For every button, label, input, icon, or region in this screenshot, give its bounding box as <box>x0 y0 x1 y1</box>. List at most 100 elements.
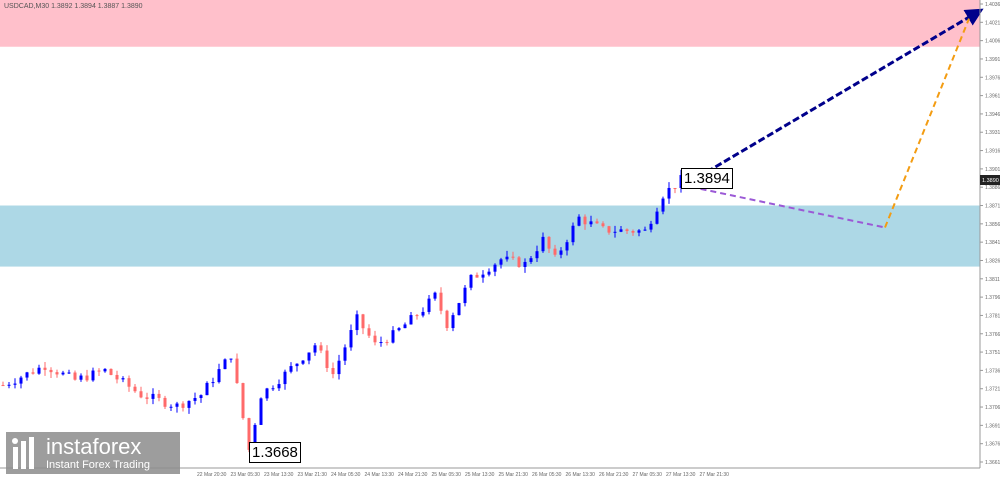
x-tick-label: 26 Mar 05:30 <box>532 472 562 478</box>
candle-body <box>109 368 113 375</box>
candle-body <box>175 403 179 407</box>
candle-body <box>187 400 191 408</box>
candle-body <box>241 383 245 419</box>
symbol-header: USDCAD,M30 1.3892 1.3894 1.3887 1.3890 <box>4 3 143 10</box>
y-tick-label: 1.3736 <box>985 368 1000 374</box>
y-tick-label: 1.3946 <box>985 112 1000 118</box>
low-label: 1.3668 <box>249 442 301 463</box>
candle-body <box>181 403 185 408</box>
candle-body <box>133 386 137 392</box>
candle-body <box>67 372 71 374</box>
logo-tagline: Instant Forex Trading <box>46 459 150 471</box>
candle-body <box>427 298 431 312</box>
candle-body <box>463 287 467 304</box>
candle-body <box>643 229 647 231</box>
candle-body <box>145 397 149 399</box>
candle-body <box>451 315 455 329</box>
candle-body <box>535 251 539 259</box>
candle-body <box>547 236 551 249</box>
candle-body <box>655 211 659 224</box>
candle-body <box>1 385 5 387</box>
candle-body <box>433 292 437 299</box>
y-tick-label: 1.3811 <box>985 277 1000 283</box>
candle-body <box>265 388 269 399</box>
candle-body <box>253 424 257 450</box>
candle-body <box>661 198 665 212</box>
candle-body <box>481 274 485 278</box>
x-tick-label: 23 Mar 21:30 <box>298 472 328 478</box>
y-tick-label: 1.3871 <box>985 204 1000 210</box>
main-forecast-line <box>680 8 984 189</box>
candle-body <box>283 371 287 385</box>
candle-body <box>229 358 233 360</box>
candle-body <box>583 216 587 225</box>
candle-body <box>115 374 119 380</box>
candle-body <box>271 388 275 390</box>
candle-body <box>559 250 563 255</box>
candle-body <box>367 328 371 336</box>
candle-body <box>295 363 299 367</box>
candle-body <box>211 382 215 384</box>
instaforex-logo: instaforex Instant Forex Trading <box>6 432 180 474</box>
candle-body <box>43 367 47 370</box>
candle-body <box>85 375 89 381</box>
candle-body <box>673 187 677 189</box>
candle-body <box>223 359 227 370</box>
y-tick-label: 1.3691 <box>985 423 1000 429</box>
x-tick-label: 27 Mar 05:30 <box>633 472 663 478</box>
candle-body <box>637 230 641 233</box>
candle-body <box>379 342 383 344</box>
y-tick-label: 1.3916 <box>985 149 1000 155</box>
candle-body <box>19 377 23 384</box>
candle-body <box>331 368 335 375</box>
y-tick-label: 1.3856 <box>985 222 1000 228</box>
candle-body <box>337 360 341 375</box>
candle-body <box>91 370 95 381</box>
candle-body <box>541 236 545 252</box>
candle-body <box>7 384 11 386</box>
candle-body <box>55 372 59 375</box>
candle-body <box>529 258 533 262</box>
candle-body <box>469 274 473 288</box>
candle-body <box>577 216 581 226</box>
x-tick-label: 24 Mar 21:30 <box>398 472 428 478</box>
candle-body <box>613 231 617 233</box>
candle-body <box>415 315 419 317</box>
candle-body <box>517 257 521 267</box>
x-tick-label: 27 Mar 21:30 <box>700 472 730 478</box>
y-tick-label: 1.3931 <box>985 130 1000 136</box>
x-tick-label: 27 Mar 13:30 <box>666 472 696 478</box>
candle-body <box>205 382 209 396</box>
candle-body <box>319 345 323 351</box>
candle-body <box>649 223 653 230</box>
candle-body <box>607 226 611 233</box>
current-price-marker <box>980 175 1000 185</box>
candle-body <box>391 330 395 343</box>
candle-body <box>499 259 503 265</box>
candle-body <box>523 261 527 267</box>
y-tick-label: 1.3721 <box>985 387 1000 393</box>
candle-body <box>511 256 515 258</box>
candle-body <box>373 335 377 343</box>
candle-body <box>259 398 263 425</box>
x-tick-label: 25 Mar 13:30 <box>465 472 495 478</box>
candle-body <box>631 231 635 233</box>
candle-body <box>553 248 557 255</box>
y-tick-label: 1.3901 <box>985 167 1000 173</box>
candle-body <box>169 406 173 408</box>
x-tick-label: 25 Mar 05:30 <box>432 472 462 478</box>
candle-body <box>31 372 35 374</box>
x-tick-label: 23 Mar 05:30 <box>231 472 261 478</box>
candle-body <box>127 378 131 387</box>
x-tick-label: 26 Mar 21:30 <box>599 472 629 478</box>
candle-body <box>157 393 161 398</box>
logo-name: instaforex <box>46 434 142 459</box>
y-tick-label: 1.4036 <box>985 2 1000 8</box>
candle-body <box>343 347 347 361</box>
candle-body <box>439 292 443 311</box>
x-tick-label: 26 Mar 13:30 <box>566 472 596 478</box>
candle-body <box>13 383 17 385</box>
final-forecast-line <box>884 18 970 228</box>
candle-body <box>565 242 569 251</box>
